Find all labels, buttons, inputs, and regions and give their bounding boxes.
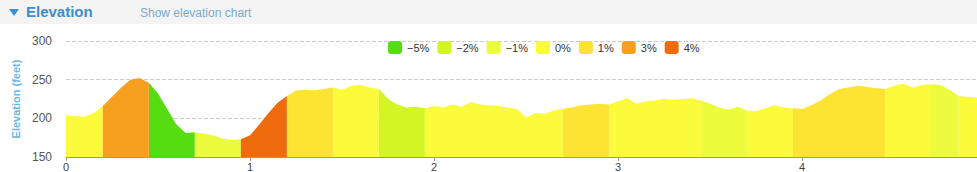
svg-text:Elevation (feet): Elevation (feet) <box>10 59 22 138</box>
html-text:Elevation: Elevation <box>26 3 93 20</box>
svg-text:−1%: −1% <box>506 42 529 54</box>
svg-text:0: 0 <box>63 161 69 172</box>
svg-text:0%: 0% <box>555 42 571 54</box>
svg-text:3: 3 <box>615 161 621 172</box>
svg-text:1: 1 <box>247 161 253 172</box>
svg-text:200: 200 <box>32 111 52 125</box>
svg-text:250: 250 <box>32 73 52 87</box>
svg-text:150: 150 <box>32 150 52 164</box>
svg-text:3%: 3% <box>641 42 657 54</box>
svg-text:1%: 1% <box>598 42 614 54</box>
svg-text:2: 2 <box>431 161 437 172</box>
html-text:Show elevation chart: Show elevation chart <box>140 6 252 20</box>
svg-text:−2%: −2% <box>456 42 479 54</box>
svg-text:−5%: −5% <box>407 42 430 54</box>
svg-text:4: 4 <box>799 161 805 172</box>
svg-text:300: 300 <box>32 34 52 48</box>
svg-text:4%: 4% <box>684 42 700 54</box>
